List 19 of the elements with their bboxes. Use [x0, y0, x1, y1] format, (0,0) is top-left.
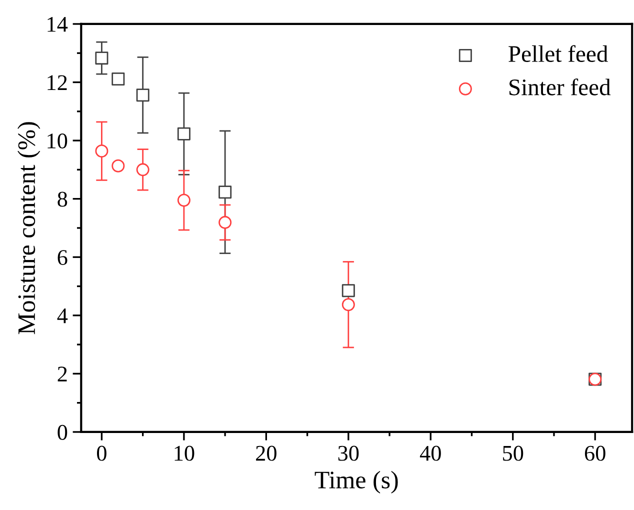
x-axis-title: Time (s) [314, 470, 398, 494]
x-tick-label: 40 [420, 446, 441, 461]
x-tick-label: 50 [503, 446, 524, 461]
y-tick-label: 6 [58, 250, 68, 266]
x-tick-label: 60 [584, 446, 606, 461]
x-tick-label: 30 [338, 446, 359, 461]
x-tick-label: 10 [174, 446, 194, 461]
y-tick-label: 10 [48, 133, 68, 148]
y-tick-label: 14 [48, 17, 68, 32]
legend-label: Pellet feed [508, 45, 608, 62]
x-tick-label: 20 [256, 446, 276, 461]
y-tick-label: 8 [58, 192, 68, 207]
legend-label: Sinter feed [509, 78, 611, 96]
y-tick-label: 0 [58, 424, 68, 440]
y-tick-label: 2 [58, 366, 67, 382]
y-axis-title: Moisture content (%) [18, 122, 40, 334]
y-tick-label: 12 [48, 75, 67, 90]
x-tick-label: 0 [97, 446, 106, 461]
y-tick-label: 4 [57, 308, 68, 324]
